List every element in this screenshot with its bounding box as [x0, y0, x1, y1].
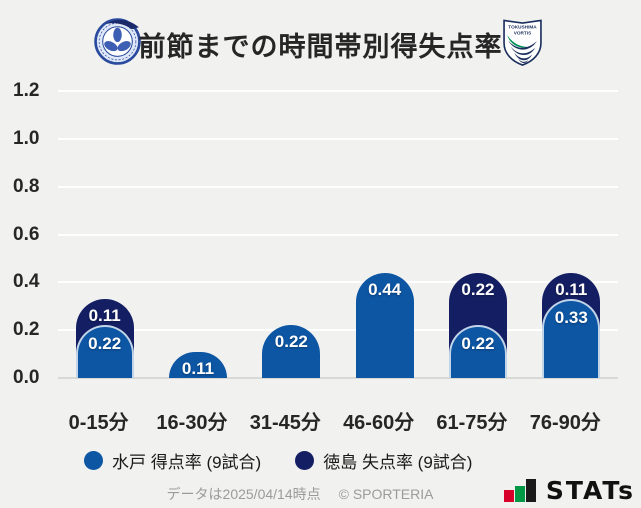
gridline	[58, 137, 618, 140]
legend-item: 水戸 得点率 (9試合)	[84, 448, 261, 473]
y-tick-label: 0.8	[13, 175, 40, 197]
bar-value-label: 0.11	[88, 306, 121, 325]
mito-hollyhock-crest-icon	[93, 16, 142, 65]
x-tick-label: 61-75分	[436, 412, 508, 434]
x-tick-label: 31-45分	[249, 412, 321, 434]
x-tick-label: 76-90分	[529, 412, 601, 434]
mito-score-bar: 0.11	[168, 352, 227, 378]
svg-text:TOKUSHIMA: TOKUSHIMA	[508, 25, 537, 30]
x-tick-label: 16-30分	[156, 412, 228, 434]
mito-score-bar: 0.44	[355, 273, 414, 378]
mito-score-bar: 0.33	[542, 299, 601, 378]
footer-note: データは2025/04/14時点 © SPORTERIA	[0, 484, 600, 504]
stats-wordmark: STATs	[545, 476, 635, 505]
legend-swatch-circle	[295, 451, 315, 470]
x-axis-line	[58, 377, 618, 379]
bar-value-label: 0.22	[88, 334, 122, 353]
bar-value-label: 0.11	[181, 359, 215, 378]
gridline	[58, 329, 618, 332]
y-tick-label: 1.2	[13, 80, 40, 101]
gridline	[58, 281, 618, 284]
bar-value-label: 0.11	[555, 280, 588, 299]
legend-item: 徳島 失点率 (9試合)	[295, 448, 472, 473]
bar-group: 0.11 0.22	[58, 91, 151, 378]
mito-score-bar: 0.22	[75, 325, 134, 378]
y-tick-label: 1.0	[13, 127, 40, 149]
bar-value-label: 0.22	[461, 334, 495, 353]
gridline	[58, 233, 618, 236]
plot-area: 0.11 0.22 0.11 0.22 0.44 0.22 0.22 0.11 0.33	[58, 90, 618, 379]
stats-brand-logo: STATs	[503, 476, 635, 505]
gridline	[58, 90, 618, 92]
copyright: © SPORTERIA	[338, 486, 434, 502]
bar-value-label: 0.33	[554, 308, 588, 327]
bar-group: 0.22	[245, 91, 338, 378]
bar-groups: 0.11 0.22 0.11 0.22 0.44 0.22 0.22 0.11 0.33	[58, 91, 618, 378]
y-tick-label: 0.0	[13, 367, 40, 388]
svg-text:VORTIS: VORTIS	[514, 30, 532, 35]
legend: 水戸 得点率 (9試合) 徳島 失点率 (9試合)	[84, 448, 472, 473]
bar-group: 0.11 0.33	[525, 91, 618, 378]
bar-group: 0.44	[338, 91, 431, 378]
mito-score-bar: 0.22	[448, 325, 507, 378]
black-bar-icon	[525, 479, 536, 502]
data-date-note: データは2025/04/14時点	[166, 486, 321, 502]
bar-chart-icon	[503, 479, 536, 502]
bar-value-label: 0.22	[274, 332, 308, 351]
legend-label: 徳島 失点率 (9試合)	[323, 453, 473, 472]
page-title: 前節までの時間帯別得失点率	[138, 32, 503, 62]
gridline	[58, 185, 618, 188]
green-bar-icon	[514, 486, 525, 502]
x-tick-label: 0-15分	[68, 412, 129, 434]
red-bar-icon	[503, 490, 514, 502]
legend-swatch-circle	[84, 451, 103, 470]
bar-value-label: 0.44	[368, 280, 402, 299]
bar-group: 0.22 0.22	[431, 91, 524, 378]
y-axis: 1.2 1.0 0.8 0.6 0.4 0.2 0.0	[13, 81, 53, 388]
y-tick-label: 0.2	[13, 319, 40, 341]
y-tick-label: 0.6	[13, 223, 40, 245]
bar-value-label: 0.22	[461, 280, 495, 299]
x-tick-label: 46-60分	[343, 412, 415, 434]
y-tick-label: 0.4	[13, 271, 40, 293]
tokushima-vortis-crest-icon: TOKUSHIMA VORTIS	[502, 17, 543, 67]
bar-group: 0.11	[151, 91, 244, 378]
mito-score-bar: 0.22	[262, 325, 321, 378]
legend-label: 水戸 得点率 (9試合)	[112, 453, 262, 472]
x-axis: 0-15分 16-30分 31-45分 46-60分 61-75分 76-90分	[52, 406, 612, 435]
